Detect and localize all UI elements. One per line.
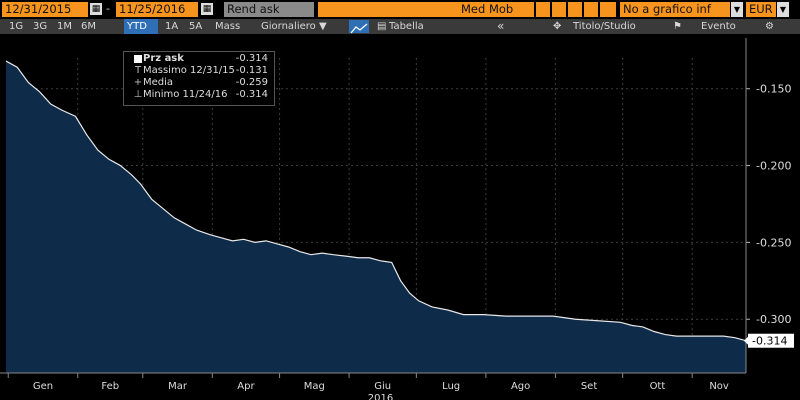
- currency-field[interactable]: EUR: [746, 2, 776, 17]
- x-axis-label: 2016: [368, 393, 393, 400]
- min-marker-icon: ⊥: [133, 89, 143, 100]
- y-tick-label: -0.300: [756, 313, 791, 326]
- moving-avg-selector[interactable]: Med Mob: [458, 2, 520, 17]
- chevron-down-icon[interactable]: ▼: [731, 2, 743, 17]
- mean-marker-icon: +: [133, 77, 143, 88]
- legend-row-max: T Massimo 12/31/15 -0.131: [124, 65, 274, 77]
- chevron-down-icon[interactable]: ▼: [777, 2, 789, 17]
- legend-value: -0.314: [235, 53, 268, 64]
- max-marker-icon: T: [134, 65, 142, 76]
- legend-row-mean: + Media -0.259: [124, 77, 274, 89]
- segment-strip: [520, 2, 616, 17]
- x-tick-label: Gen: [33, 381, 53, 392]
- field-selector[interactable]: Rend ask: [224, 2, 314, 17]
- field-strip: [318, 2, 458, 17]
- last-value-label: -0.314: [752, 335, 787, 348]
- series-area: [6, 61, 746, 373]
- x-tick-label: Mag: [304, 381, 325, 392]
- legend-label: Minimo 11/24/16: [143, 89, 228, 100]
- date-toolbar: 12/31/2015 ▦ - 11/25/2016 ▦ Rend ask Med…: [0, 0, 800, 19]
- x-tick-label: Mar: [168, 381, 188, 392]
- back-button[interactable]: «: [497, 19, 505, 33]
- start-date-field[interactable]: 12/31/2015: [2, 2, 88, 17]
- settings-icon[interactable]: ⚙: [765, 21, 774, 32]
- legend-row-price: Prz ask -0.314: [124, 53, 274, 65]
- period-1a[interactable]: 1A: [165, 21, 179, 32]
- legend-label: Media: [143, 77, 174, 88]
- x-tick-label: Apr: [237, 381, 255, 392]
- period-toolbar: 1G 3G 1M 6M YTD 1A 5A Mass Giornaliero ▼…: [0, 19, 800, 34]
- y-tick-label: -0.150: [756, 83, 791, 96]
- period-1g[interactable]: 1G: [9, 21, 24, 32]
- x-tick-label: Giu: [374, 381, 391, 392]
- legend-swatch-icon: [132, 53, 144, 67]
- x-tick-label: Set: [581, 381, 598, 392]
- legend-label: Prz ask: [143, 53, 184, 64]
- date-separator: -: [106, 2, 110, 15]
- period-6m[interactable]: 6M: [81, 21, 96, 32]
- period-max[interactable]: Mass: [215, 21, 241, 32]
- line-chart-icon[interactable]: [349, 20, 369, 34]
- area-layer: [5, 60, 747, 373]
- x-axis: Gen Feb Mar Apr Mag Giu Lug Ago Set Ott Nov 2016: [0, 372, 746, 400]
- price-chart: -0.150 -0.200 -0.250 -0.300 -0.314 Gen Feb Mar…: [0, 38, 794, 400]
- x-tick-label: Feb: [101, 381, 119, 392]
- legend-label: Massimo 12/31/15: [143, 65, 235, 76]
- x-tick-label: Ott: [650, 381, 666, 392]
- calendar-icon[interactable]: ▦: [201, 3, 213, 15]
- last-value-pointer: [744, 335, 749, 346]
- legend-value: -0.314: [235, 89, 268, 100]
- legend-row-min: ⊥ Minimo 11/24/16 -0.314: [124, 89, 274, 101]
- end-date-field[interactable]: 11/25/2016: [116, 2, 198, 17]
- table-icon[interactable]: ▤: [377, 21, 387, 32]
- table-button[interactable]: Tabella: [389, 21, 424, 32]
- period-3g[interactable]: 3G: [33, 21, 48, 32]
- x-tick-label: Ago: [511, 381, 530, 392]
- period-ytd[interactable]: YTD: [124, 19, 158, 34]
- frequency-dropdown[interactable]: Giornaliero ▼: [261, 21, 327, 32]
- x-tick-label: Nov: [709, 381, 729, 392]
- legend: Prz ask -0.314 T Massimo 12/31/15 -0.131…: [123, 51, 275, 106]
- x-tick-label: Lug: [442, 381, 460, 392]
- flag-icon[interactable]: ⚑: [673, 21, 682, 32]
- period-5a[interactable]: 5A: [189, 21, 203, 32]
- legend-value: -0.259: [235, 77, 268, 88]
- period-1m[interactable]: 1M: [57, 21, 72, 32]
- y-tick-label: -0.250: [756, 236, 791, 249]
- last-value-box: [748, 333, 794, 348]
- y-axis: -0.150 -0.200 -0.250 -0.300 -0.314: [744, 38, 794, 373]
- legend-value: -0.131: [235, 65, 268, 76]
- calendar-icon[interactable]: ▦: [90, 3, 102, 15]
- title-study-button[interactable]: Titolo/Studio: [573, 21, 636, 32]
- compare-selector[interactable]: No a grafico inf: [620, 2, 730, 17]
- move-icon[interactable]: ✥: [553, 21, 562, 32]
- y-tick-label: -0.200: [756, 160, 791, 173]
- series-line: [5, 60, 747, 342]
- event-button[interactable]: Evento: [701, 21, 736, 32]
